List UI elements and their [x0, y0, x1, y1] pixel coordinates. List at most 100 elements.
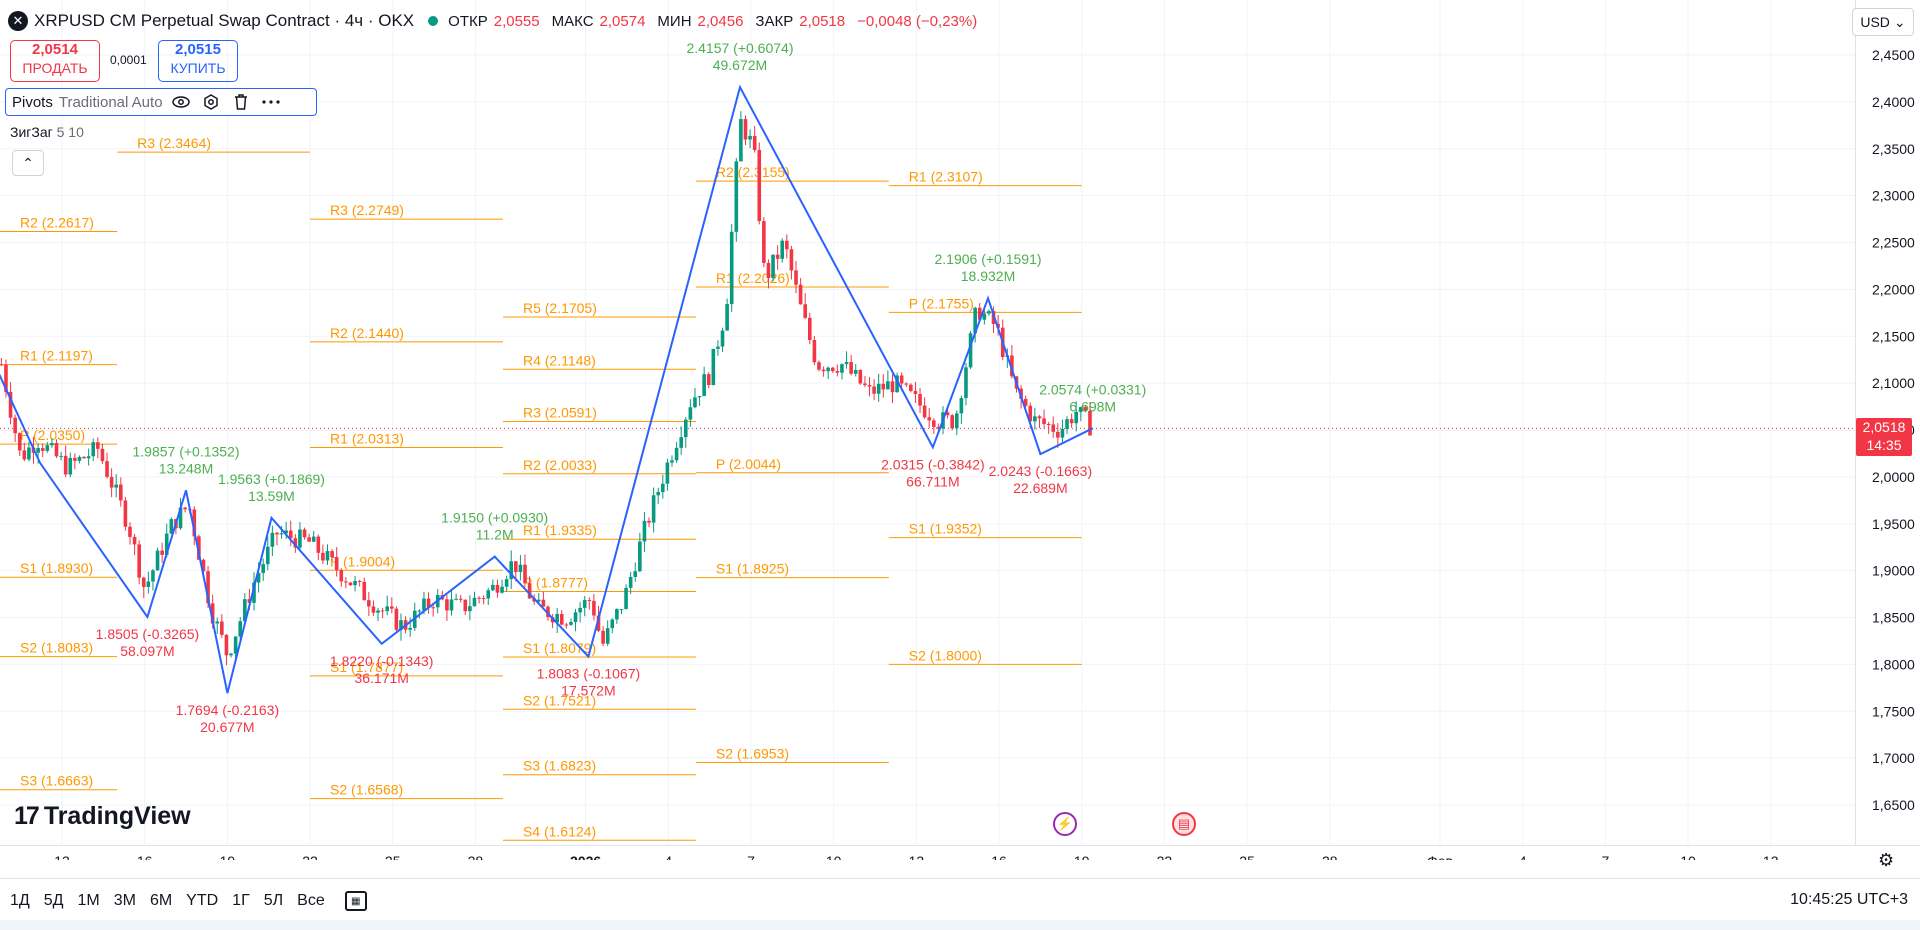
gear-icon[interactable]: ⚙: [1878, 850, 1895, 870]
settings-icon[interactable]: [199, 92, 223, 112]
symbol-title[interactable]: XRPUSD CM Perpetual Swap Contract · 4ч ·…: [34, 11, 415, 30]
y-tick-label: 1,7500: [1872, 703, 1915, 719]
x-tick-label: 13: [1763, 853, 1779, 860]
calendar-icon[interactable]: ▦: [344, 891, 367, 911]
range-5y[interactable]: 5Л: [263, 892, 284, 909]
tradingview-logo-text: TradingView: [43, 802, 191, 830]
y-tick-label: 2,2500: [1872, 235, 1915, 251]
more-icon[interactable]: [259, 92, 283, 112]
candle-body: [619, 609, 624, 611]
zigzag-label-volume: 13.59M: [248, 488, 295, 504]
x-tick-label: 19: [1074, 853, 1090, 860]
range-1m[interactable]: 1М: [77, 892, 100, 909]
chevron-down-icon: ⌄: [1893, 13, 1906, 30]
candle-body: [950, 415, 954, 429]
clock[interactable]: 10:45:25 UTC+3: [1790, 891, 1908, 908]
candle-body: [647, 520, 651, 523]
collapse-legend-button[interactable]: ⌃: [12, 150, 44, 176]
us-flag-icon[interactable]: ▤: [1172, 812, 1196, 836]
candle-body: [743, 119, 748, 140]
pivot-label: P (1.9004): [330, 553, 395, 569]
candle-body: [592, 600, 596, 616]
candle-body: [100, 448, 105, 462]
candle-body: [141, 577, 146, 587]
candle-body: [265, 546, 270, 565]
candle-body: [302, 529, 307, 538]
candle-body: [895, 375, 899, 393]
range-ytd[interactable]: YTD: [186, 892, 219, 909]
candle-body: [68, 457, 73, 475]
range-3m[interactable]: 3М: [113, 892, 136, 909]
y-tick-label: 2,1000: [1872, 375, 1915, 391]
zigzag-label-volume: 18.932M: [961, 268, 1015, 284]
range-1d[interactable]: 1Д: [10, 892, 30, 909]
candle-body: [422, 598, 426, 611]
sell-button[interactable]: 2,0514 ПРОДАТЬ: [10, 40, 100, 82]
x-tick-label: 4: [664, 853, 672, 860]
range-1y[interactable]: 1Г: [232, 892, 250, 909]
candle-body: [243, 599, 247, 622]
candle-body: [96, 442, 100, 449]
candle-body: [1046, 423, 1051, 425]
trash-icon[interactable]: [229, 92, 253, 112]
eye-icon[interactable]: [169, 92, 193, 112]
candle-body: [987, 311, 991, 314]
zigzag-indicator-legend[interactable]: ЗигЗаг 5 10: [10, 124, 84, 140]
price-chart[interactable]: 2,4500 2,4000 2,3500 2,3000 2,2500 2,2000 2,15…: [0, 0, 1920, 860]
buy-button[interactable]: 2,0515 КУПИТЬ: [158, 40, 238, 82]
tradingview-logo-icon: 17: [14, 802, 40, 830]
x-tick-label: 13: [909, 853, 925, 860]
candle-body: [4, 364, 8, 392]
candle-body: [748, 135, 752, 140]
candle-body: [426, 598, 431, 608]
zigzag-label-value: 2.1906 (+0.1591): [935, 251, 1042, 267]
candle-body: [541, 599, 546, 607]
pivot-label: R3 (2.0591): [523, 404, 597, 420]
candle-body: [651, 495, 656, 523]
candle-body: [449, 599, 454, 611]
range-5d[interactable]: 5Д: [43, 892, 64, 909]
candle-body: [835, 371, 840, 373]
candle-body: [197, 536, 201, 560]
candle-body: [633, 571, 638, 577]
y-tick-label: 2,4500: [1872, 47, 1915, 63]
candle-body: [546, 606, 550, 618]
zigzag-label-value: 1.8505 (-0.3265): [96, 626, 200, 642]
candle-body: [1033, 416, 1037, 422]
currency-selector[interactable]: USD ⌄: [1852, 8, 1914, 36]
candle-body: [408, 627, 412, 630]
candle-body: [817, 362, 821, 370]
x-tick-label: 13: [54, 853, 70, 860]
candle-body: [431, 607, 435, 609]
zigzag-label-volume: 49.672M: [713, 57, 767, 73]
y-tick-label: 1,9500: [1872, 516, 1915, 532]
candle-body: [59, 455, 63, 457]
pivot-label: R2 (2.0033): [523, 457, 597, 473]
pivots-indicator-legend[interactable]: Pivots Traditional Auto: [5, 88, 317, 116]
candle-body: [785, 240, 789, 250]
candle-body: [321, 552, 325, 561]
candle-body: [468, 606, 472, 612]
candle-body: [504, 579, 509, 587]
pivot-label: P (2.0350): [20, 427, 85, 443]
lightning-icon[interactable]: ⚡: [1053, 812, 1077, 836]
zigzag-label-value: 1.9563 (+0.1869): [218, 471, 325, 487]
candle-body: [555, 613, 559, 623]
pivot-label: S2 (1.8000): [909, 647, 982, 663]
pivot-label: S2 (1.6568): [330, 782, 403, 798]
candle-body: [573, 612, 578, 623]
range-6m[interactable]: 6М: [149, 892, 173, 909]
candle-body: [201, 559, 206, 572]
candle-body: [486, 590, 491, 599]
range-all[interactable]: Все: [297, 892, 325, 909]
tradingview-logo[interactable]: 17 TradingView: [14, 802, 191, 831]
x-tick-label: 16: [137, 853, 153, 860]
zigzag-label-value: 1.9857 (+0.1352): [133, 443, 240, 459]
pivot-label: R1 (1.9335): [523, 522, 597, 538]
x-tick-label: 7: [1601, 853, 1609, 860]
y-tick-label: 1,7000: [1872, 750, 1915, 766]
candle-body: [390, 606, 394, 609]
y-tick-label: 1,8500: [1872, 610, 1915, 626]
candle-body: [610, 619, 615, 629]
zigzag-label-volume: 22.689M: [1013, 480, 1067, 496]
